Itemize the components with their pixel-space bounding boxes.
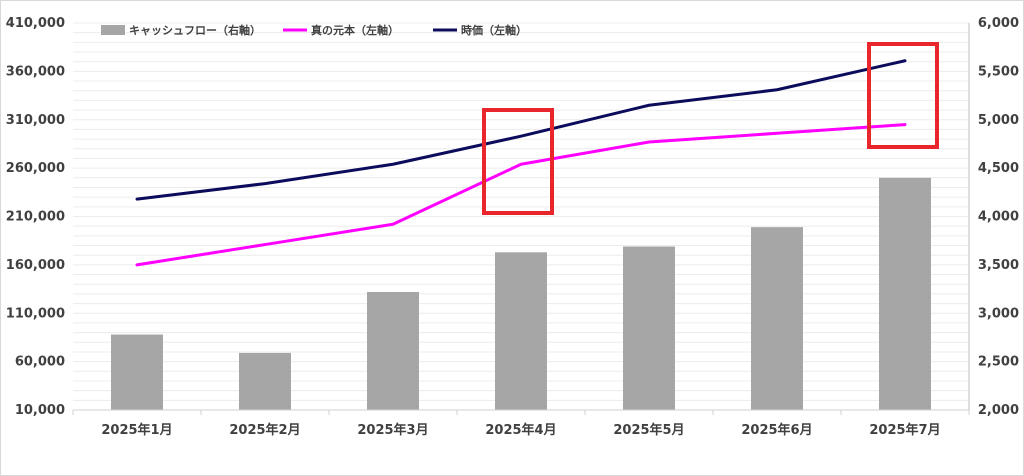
right-tick-label: 3,500 [978, 258, 1019, 273]
left-tick-label: 210,000 [6, 210, 65, 225]
bar [495, 252, 547, 410]
left-axis-ticks: 10,000 60,000 110,000 160,000 210,000 260,000… [6, 16, 65, 418]
axes [72, 23, 970, 415]
legend-label: 真の元本（左軸） [311, 23, 399, 37]
right-tick-label: 2,000 [978, 403, 1019, 418]
right-tick-label: 6,000 [978, 16, 1019, 31]
left-tick-label: 160,000 [6, 258, 65, 273]
bar [751, 227, 803, 410]
bar [623, 246, 675, 410]
bar [111, 334, 163, 410]
x-tick-label: 2025年6月 [741, 422, 812, 438]
right-tick-label: 3,000 [978, 306, 1019, 321]
x-tick-label: 2025年5月 [613, 422, 684, 438]
right-tick-label: 4,500 [978, 161, 1019, 176]
legend-label: 時価（左軸） [461, 23, 527, 37]
left-tick-label: 310,000 [6, 113, 65, 128]
right-axis-ticks: 2,000 2,500 3,000 3,500 4,000 4,500 5,000 5,500… [978, 16, 1019, 418]
series-line [135, 123, 907, 267]
highlight-box [867, 42, 939, 149]
x-axis-ticks: 2025年1月 2025年2月 2025年3月 2025年4月 2025年5月 2025年… [101, 422, 940, 438]
x-tick-label: 2025年2月 [229, 422, 300, 438]
line-series [135, 59, 907, 267]
bar [879, 177, 931, 410]
x-tick-label: 2025年3月 [357, 422, 428, 438]
legend: キャッシュフロー（右軸） 真の元本（左軸） 時価（左軸） [101, 23, 527, 37]
left-tick-label: 60,000 [15, 355, 65, 370]
highlight-box [482, 108, 554, 215]
x-tick-label: 2025年7月 [869, 422, 940, 438]
left-tick-label: 10,000 [15, 403, 65, 418]
highlight-boxes [482, 42, 939, 215]
bar [367, 291, 419, 410]
right-tick-label: 5,000 [978, 113, 1019, 128]
right-tick-label: 2,500 [978, 355, 1019, 370]
right-tick-label: 4,000 [978, 210, 1019, 225]
left-tick-label: 360,000 [6, 64, 65, 79]
bar-series [111, 177, 931, 410]
left-tick-label: 260,000 [6, 161, 65, 176]
bar [239, 352, 291, 410]
left-tick-label: 110,000 [6, 306, 65, 321]
right-tick-label: 5,500 [978, 64, 1019, 79]
legend-label: キャッシュフロー（右軸） [129, 23, 261, 37]
left-tick-label: 410,000 [6, 16, 65, 31]
x-tick-label: 2025年1月 [101, 422, 172, 438]
x-tick-label: 2025年4月 [485, 422, 556, 438]
series-line [135, 59, 907, 201]
legend-swatch [101, 25, 125, 35]
